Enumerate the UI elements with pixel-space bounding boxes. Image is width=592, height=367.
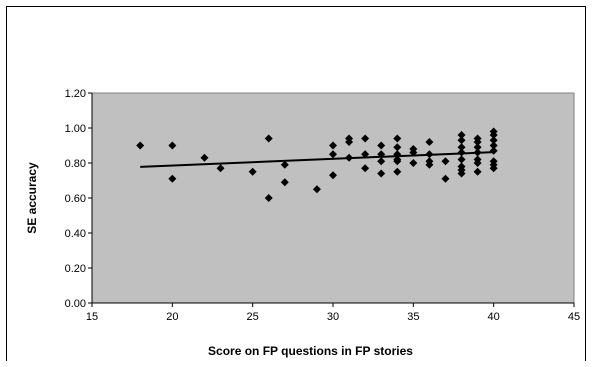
data-point [136, 141, 145, 150]
data-point [473, 148, 482, 157]
data-point [329, 171, 337, 180]
data-point [377, 157, 386, 166]
y-tick-label: 1.20 [65, 88, 86, 100]
data-point [345, 138, 354, 146]
x-tick-label: 35 [407, 311, 419, 323]
x-tick-label: 15 [86, 311, 98, 323]
data-point [473, 143, 482, 152]
plot-area [91, 92, 575, 304]
y-tick-label: 0.60 [65, 193, 86, 205]
data-point [457, 155, 466, 164]
data-point [345, 153, 354, 162]
data-point [280, 178, 289, 187]
data-point [489, 164, 498, 173]
y-tick-label: 0.20 [65, 263, 86, 275]
data-point [361, 134, 370, 143]
data-point [457, 136, 466, 145]
data-point [441, 174, 450, 183]
data-point [489, 141, 498, 150]
data-point [361, 150, 370, 159]
x-axis-title: Score on FP questions in FP stories [208, 344, 413, 358]
data-point [457, 143, 466, 152]
data-point [409, 148, 418, 157]
data-point [489, 136, 498, 145]
data-point [377, 169, 386, 178]
y-tick-label: 0.40 [65, 228, 86, 240]
x-tick-label: 40 [488, 311, 500, 323]
trendline [140, 151, 494, 168]
data-point [377, 141, 386, 150]
data-point [329, 150, 337, 159]
data-point [441, 157, 450, 166]
data-point [425, 160, 434, 169]
data-point [393, 157, 402, 166]
data-point [473, 138, 482, 146]
data-point [425, 150, 434, 159]
y-tick-label: 0.80 [65, 158, 86, 170]
data-point [393, 134, 402, 143]
y-axis-ticks: 0.00 0.20 0.40 0.60 0.80 1.00 1.20 [65, 88, 92, 310]
data-point [361, 164, 370, 173]
data-point [473, 159, 482, 167]
data-point [377, 150, 386, 159]
data-point [393, 167, 402, 176]
data-point [393, 150, 402, 159]
data-point [312, 185, 321, 194]
data-point [264, 194, 273, 202]
data-point [425, 138, 434, 146]
x-tick-label: 45 [568, 311, 580, 323]
x-tick-label: 25 [247, 311, 259, 323]
data-point [457, 131, 466, 139]
x-tick-label: 20 [166, 311, 178, 323]
chart-frame [6, 6, 586, 361]
y-tick-label: 1.00 [65, 123, 86, 135]
data-point [473, 167, 482, 176]
y-axis-title: SE accuracy [25, 162, 39, 234]
data-point [200, 153, 209, 162]
x-tick-label: 30 [327, 311, 339, 323]
x-axis-ticks: 15 20 25 30 35 40 45 [86, 303, 580, 323]
y-tick-label: 0.00 [65, 298, 86, 310]
data-point [248, 167, 257, 176]
data-point [168, 174, 177, 183]
data-point [457, 148, 466, 157]
data-point [168, 141, 177, 150]
data-point [457, 169, 466, 178]
data-point [489, 131, 498, 139]
data-point [264, 134, 273, 143]
data-point [216, 164, 225, 173]
data-point [280, 160, 289, 169]
data-point [329, 141, 337, 150]
data-point [393, 143, 402, 152]
data-point [409, 159, 418, 167]
data-point [489, 146, 498, 155]
data-points [136, 127, 498, 202]
